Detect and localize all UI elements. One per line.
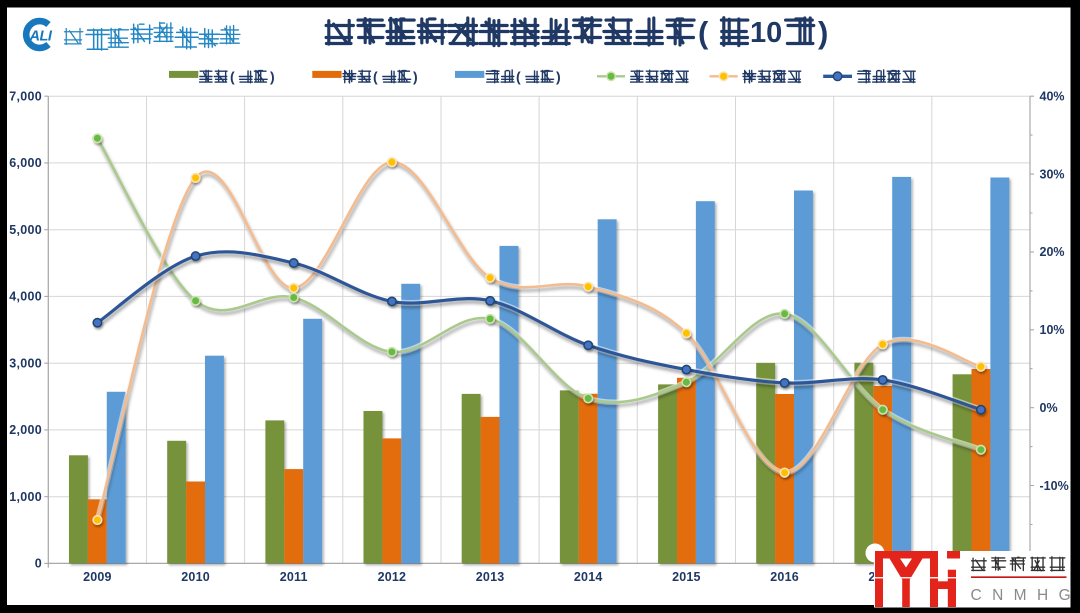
svg-text:): ) [413,69,418,85]
svg-text:(: ( [516,69,521,85]
svg-text:CNMHG: CNMHG [971,587,1080,604]
svg-text:2009: 2009 [83,570,112,584]
svg-text:2013: 2013 [476,570,505,584]
svg-text:(: ( [698,15,709,50]
svg-text:2014: 2014 [574,570,603,584]
svg-text:1,000: 1,000 [9,490,42,504]
svg-text:2011: 2011 [280,570,308,584]
svg-text:): ) [556,69,561,85]
svg-text:-10%: -10% [1040,479,1069,493]
svg-text:10%: 10% [1040,323,1065,337]
svg-text:5,000: 5,000 [9,223,42,237]
svg-text:2,000: 2,000 [9,423,42,437]
svg-text:2010: 2010 [181,570,210,584]
svg-text:0: 0 [35,557,42,571]
svg-text:4,000: 4,000 [9,290,42,304]
svg-text:2012: 2012 [378,570,407,584]
svg-text:3,000: 3,000 [9,357,42,371]
svg-text:(: ( [230,69,235,85]
svg-text:20%: 20% [1040,245,1065,259]
svg-text:(: ( [373,69,378,85]
svg-text:2015: 2015 [672,570,701,584]
svg-text:ALI: ALI [29,29,53,45]
svg-text:40%: 40% [1040,90,1065,104]
svg-text:): ) [270,69,275,85]
svg-text:7,000: 7,000 [9,90,42,104]
svg-text:0%: 0% [1040,401,1058,415]
svg-text:2016: 2016 [770,570,799,584]
svg-text:): ) [818,15,828,50]
svg-text:30%: 30% [1040,167,1065,181]
svg-text:6,000: 6,000 [9,156,42,170]
svg-text:10: 10 [750,17,782,49]
